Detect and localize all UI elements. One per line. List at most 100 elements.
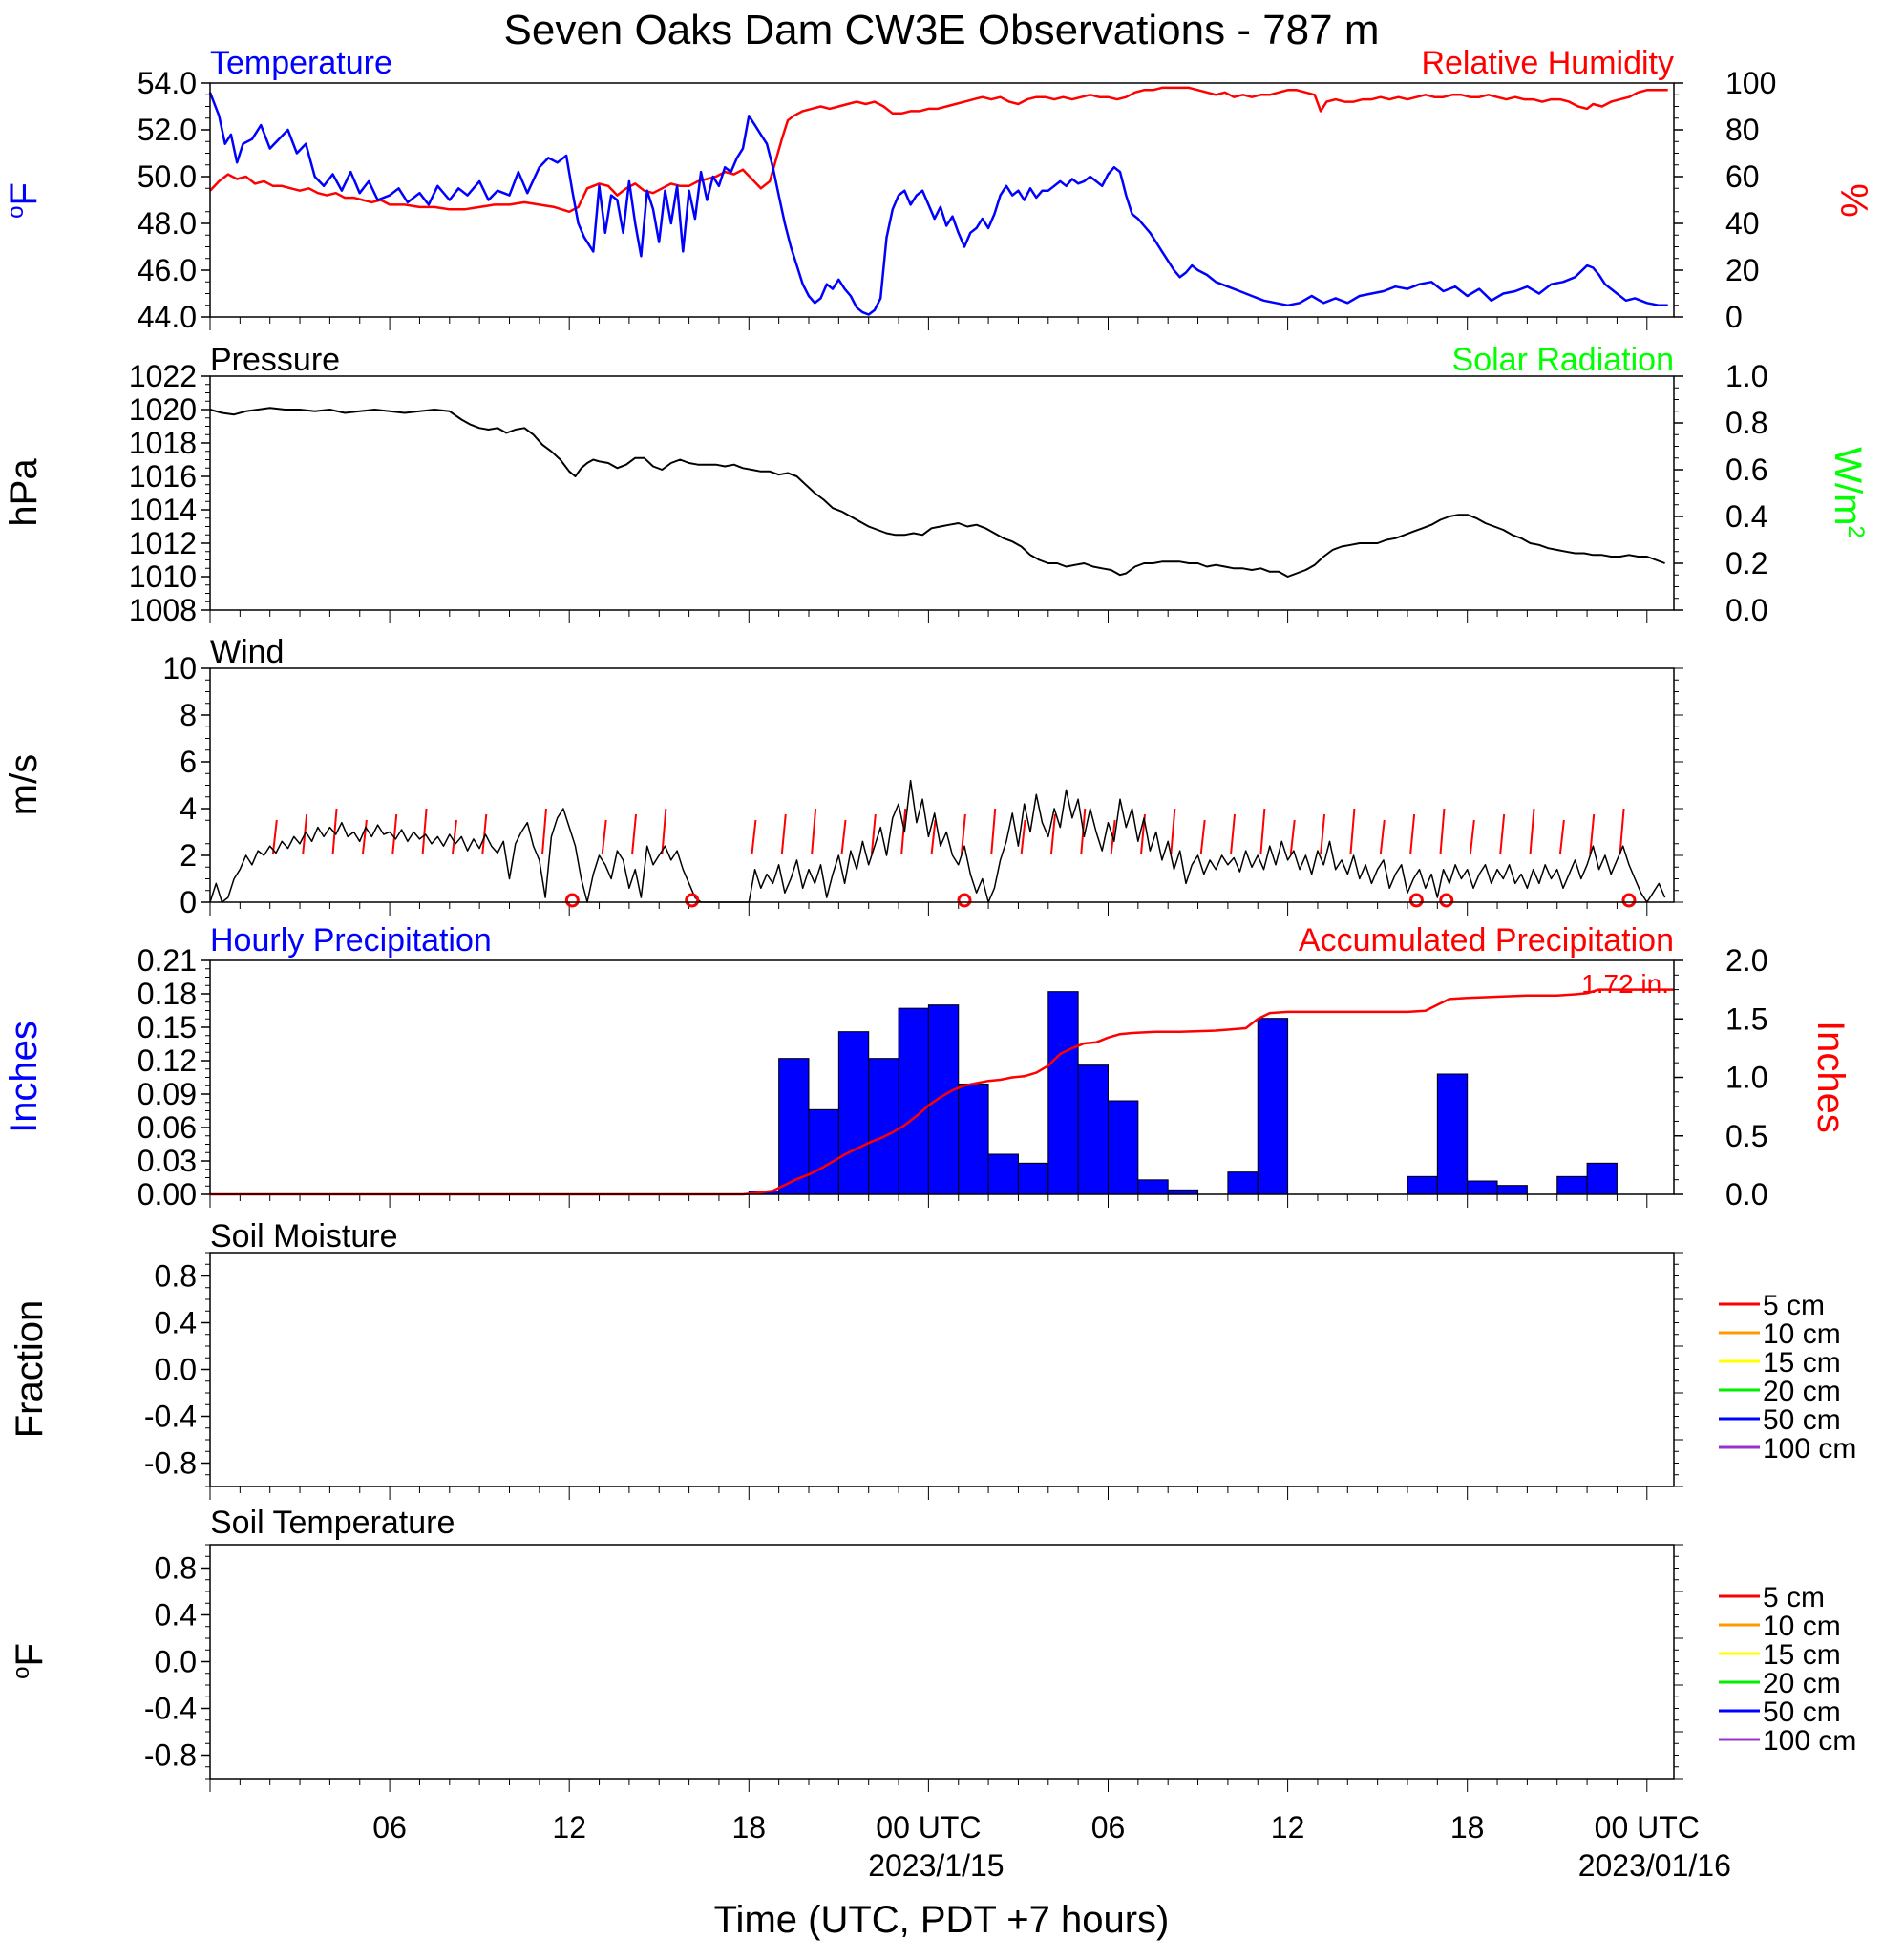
pressure-ylabel: hPa [3, 458, 45, 527]
hourly-precip-bar [1586, 1162, 1618, 1195]
soil_moisture-left-tick-label: -0.4 [144, 1400, 197, 1434]
soil_temperature-left-tick-label: -0.4 [144, 1692, 197, 1726]
precip-left-tick-label: 0.06 [138, 1110, 197, 1145]
temperature-right-tick-label: 20 [1725, 253, 1760, 287]
calm-wind-marker [957, 893, 972, 908]
soil-moisture-plot-area: 0.8 0.4 0.0 -0.4 -0.8 [144, 1252, 1683, 1500]
soil-moisture-ylabel: Fraction [9, 1300, 51, 1439]
wind-barb [870, 813, 877, 855]
temperature-left-tick-label: 50.0 [138, 159, 197, 194]
wind-barb [1020, 819, 1026, 855]
soil_temperature-left-tick-label: 0.0 [155, 1645, 197, 1679]
hourly-precip-bar [1407, 1175, 1438, 1195]
pressure-right-tick-label: 0.4 [1725, 499, 1767, 534]
x-tick-label: 06 [1091, 1810, 1126, 1844]
temperature-left-tick-label: 44.0 [138, 300, 197, 334]
legend-label: 100 cm [1763, 1725, 1856, 1757]
calm-wind-marker [1408, 893, 1424, 908]
pressure-title: Pressure [210, 342, 340, 378]
precip-right-tick-label: 1.5 [1725, 1001, 1767, 1036]
soil_temperature-left-tick-label: 0.8 [155, 1551, 197, 1586]
wind-plot-area: 10 8 6 4 2 0 [162, 651, 1683, 919]
soil_moisture-left-tick-label: -0.8 [144, 1446, 197, 1481]
precip-frame [209, 959, 1675, 1195]
x-tick-label: 18 [1450, 1810, 1485, 1844]
x-tick-label: 00 UTC [1595, 1810, 1700, 1844]
wind-speed-line [209, 779, 1666, 903]
pressure-left-tick-label: 1020 [129, 392, 197, 427]
legend-label: 20 cm [1763, 1668, 1841, 1699]
hourly-precip-bar [778, 1058, 810, 1195]
wind-barb [391, 813, 398, 855]
precip-plot-area: 0.210.180.150.120.090.060.030.00 2.0 1.5 1.… [138, 943, 1768, 1212]
pressure-left-tick-label: 1014 [129, 493, 197, 527]
calm-wind-marker [564, 893, 580, 908]
hourly-precip-bar [1436, 1073, 1469, 1195]
pressure-frame [209, 375, 1675, 611]
wind-barb [361, 819, 368, 855]
temperature-right-tick-label: 40 [1725, 206, 1760, 241]
precip-left-tick-label: 0.15 [138, 1010, 197, 1044]
x-tick-date-label: 2023/1/15 [868, 1848, 1004, 1883]
temperature-plot-area: 54.0 52.0 50.0 48.0 46.0 44.0 100 80 60 40 20 0 [138, 66, 1777, 334]
temperature-right-tick-label: 100 [1725, 66, 1776, 100]
calm-wind-marker [685, 893, 700, 908]
legend-label: 100 cm [1763, 1433, 1856, 1465]
wind-barb [1589, 813, 1596, 855]
wind-barb [990, 808, 997, 855]
wind-barb [751, 819, 757, 855]
temperature-frame [209, 82, 1675, 318]
wind-barb [1049, 813, 1056, 855]
temperature-left-tick-label: 46.0 [138, 253, 197, 287]
pressure-right-tick-label: 0.0 [1725, 593, 1767, 627]
x-tick-label: 18 [731, 1810, 766, 1844]
temperature-left-tick-label: 52.0 [138, 113, 197, 147]
panel-temperature: 54.0 52.0 50.0 48.0 46.0 44.0 100 80 60 40 20 0 Tem… [3, 45, 1874, 334]
legend-label: 15 cm [1763, 1639, 1841, 1671]
x-axis-tick-labels: 06 12 18 00 UTC 2023/1/15 06 12 18 00 UTC 2023/01… [372, 1810, 1731, 1883]
hourly-precip-bar [1137, 1179, 1169, 1195]
pressure-right-tick-label: 1.0 [1725, 359, 1767, 393]
wind-barb [421, 808, 428, 855]
wind-barb [1289, 819, 1296, 855]
wind-barb [960, 813, 966, 855]
pressure-line [209, 407, 1665, 578]
wind-barb [1349, 808, 1356, 855]
wind-barb [481, 813, 488, 855]
wind-barb [1529, 808, 1535, 855]
wind-title: Wind [210, 634, 284, 670]
wind-left-tick-label: 10 [162, 651, 197, 685]
pressure-left-tick-label: 1012 [129, 526, 197, 560]
precip-left-tick-label: 0.21 [138, 943, 197, 978]
hourly-precip-bar [1496, 1185, 1528, 1195]
precip-right-tick-label: 2.0 [1725, 943, 1767, 978]
precip-left-tick-label: 0.09 [138, 1077, 197, 1111]
legend-label: 10 cm [1763, 1318, 1841, 1350]
panel-soil-temperature: 0.8 0.4 0.0 -0.4 -0.8 Soil Temperature oF 5 … [9, 1505, 1856, 1792]
relative-humidity-line [209, 86, 1668, 214]
soil-moisture-title: Soil Moisture [210, 1218, 398, 1254]
wind-barb [1320, 813, 1326, 855]
wind-left-tick-label: 0 [180, 885, 197, 919]
hourly-precip-bar [1077, 1064, 1109, 1195]
wind-barb [271, 819, 278, 855]
accumulated-precip-line [210, 988, 1674, 1196]
wind-barb [780, 813, 787, 855]
solar-radiation-ylabel: W/m2 [1827, 447, 1869, 538]
x-tick-label: 12 [552, 1810, 586, 1844]
legend-label: 50 cm [1763, 1404, 1841, 1436]
panel-wind: 10 8 6 4 2 0 Wind m/s [3, 634, 1683, 919]
precip-right-tick-label: 1.0 [1725, 1061, 1767, 1095]
wind-barb [1469, 819, 1475, 855]
hourly-precip-bar [927, 1004, 960, 1195]
soil_temperature-left-tick-label: 0.4 [155, 1598, 197, 1633]
wind-barb [631, 813, 638, 855]
wind-barb [1558, 819, 1565, 855]
hourly-precip-bar [808, 1108, 839, 1195]
temperature-right-tick-label: 0 [1725, 300, 1743, 334]
x-tick-label: 00 UTC [876, 1810, 981, 1844]
